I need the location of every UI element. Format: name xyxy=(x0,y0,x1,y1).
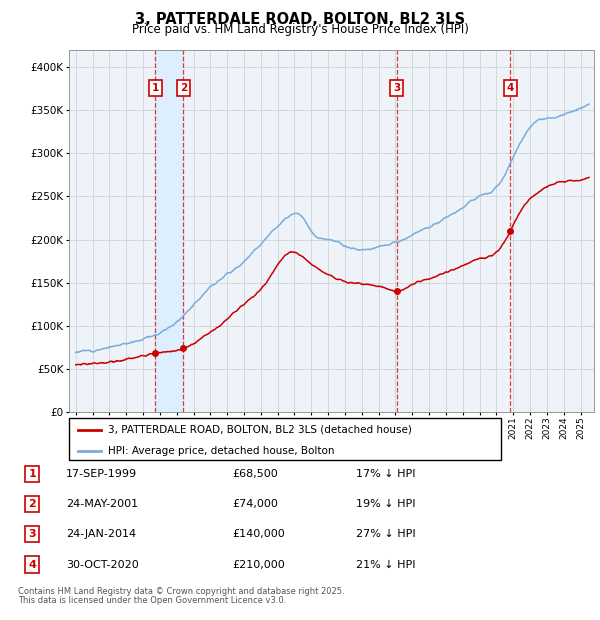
Text: 17% ↓ HPI: 17% ↓ HPI xyxy=(356,469,416,479)
FancyBboxPatch shape xyxy=(69,418,501,460)
Text: This data is licensed under the Open Government Licence v3.0.: This data is licensed under the Open Gov… xyxy=(18,596,286,605)
Text: 2: 2 xyxy=(179,82,187,92)
Text: £210,000: £210,000 xyxy=(232,560,285,570)
Text: £68,500: £68,500 xyxy=(232,469,278,479)
Text: 24-JAN-2014: 24-JAN-2014 xyxy=(66,529,136,539)
Text: 2: 2 xyxy=(28,499,36,509)
Text: HPI: Average price, detached house, Bolton: HPI: Average price, detached house, Bolt… xyxy=(108,446,334,456)
Text: 17-SEP-1999: 17-SEP-1999 xyxy=(66,469,137,479)
Text: 19% ↓ HPI: 19% ↓ HPI xyxy=(356,499,416,509)
Text: 24-MAY-2001: 24-MAY-2001 xyxy=(66,499,138,509)
Text: 3, PATTERDALE ROAD, BOLTON, BL2 3LS (detached house): 3, PATTERDALE ROAD, BOLTON, BL2 3LS (det… xyxy=(108,425,412,435)
Text: 1: 1 xyxy=(152,82,159,92)
Text: 27% ↓ HPI: 27% ↓ HPI xyxy=(356,529,416,539)
Text: 3, PATTERDALE ROAD, BOLTON, BL2 3LS: 3, PATTERDALE ROAD, BOLTON, BL2 3LS xyxy=(135,12,465,27)
Bar xyxy=(155,50,183,412)
Text: 3: 3 xyxy=(28,529,36,539)
Text: 4: 4 xyxy=(28,560,36,570)
Text: £74,000: £74,000 xyxy=(232,499,278,509)
Text: 3: 3 xyxy=(393,82,400,92)
Text: 30-OCT-2020: 30-OCT-2020 xyxy=(66,560,139,570)
Text: Price paid vs. HM Land Registry's House Price Index (HPI): Price paid vs. HM Land Registry's House … xyxy=(131,23,469,36)
Text: 21% ↓ HPI: 21% ↓ HPI xyxy=(356,560,416,570)
Text: Contains HM Land Registry data © Crown copyright and database right 2025.: Contains HM Land Registry data © Crown c… xyxy=(18,587,344,596)
Text: 4: 4 xyxy=(506,82,514,92)
Text: £140,000: £140,000 xyxy=(232,529,285,539)
Text: 1: 1 xyxy=(28,469,36,479)
